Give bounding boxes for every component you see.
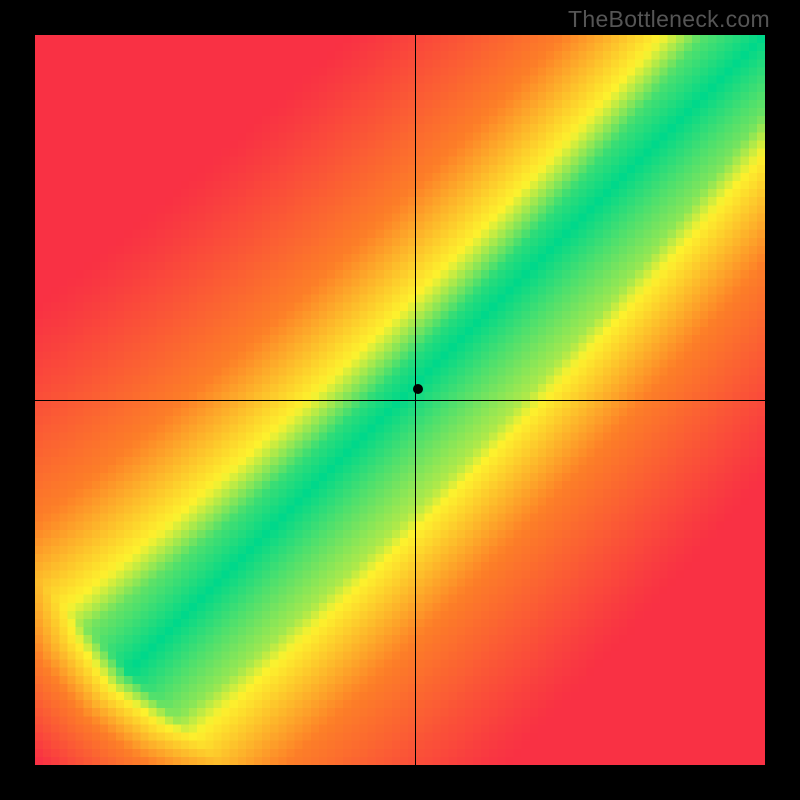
crosshair-marker [413,384,423,394]
crosshair-horizontal [35,400,765,401]
bottleneck-heatmap [35,35,765,765]
watermark-text: TheBottleneck.com [568,6,770,33]
